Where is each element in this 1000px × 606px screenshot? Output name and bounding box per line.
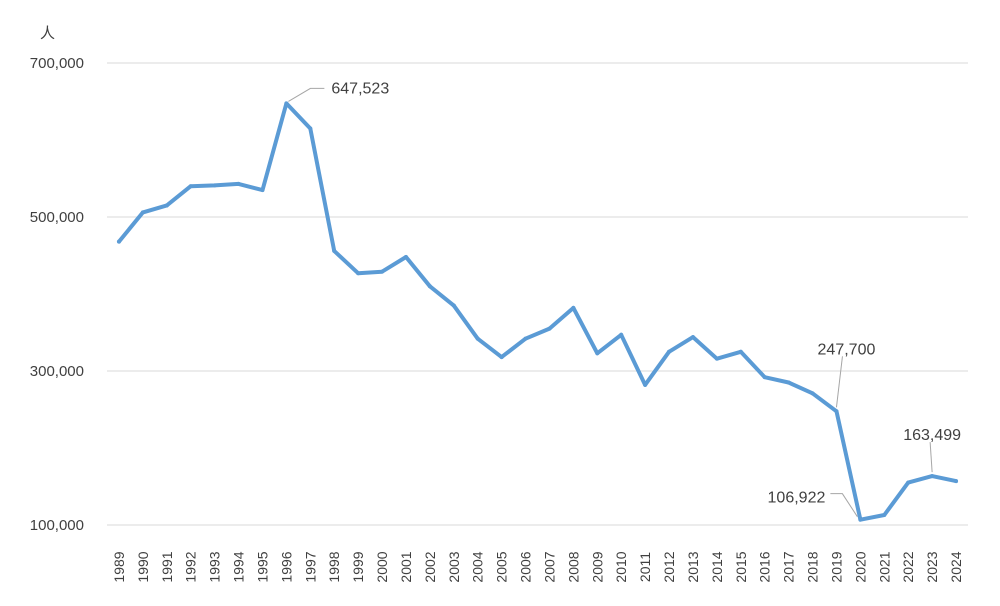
data-point: [332, 248, 337, 253]
x-tick-label: 2018: [805, 551, 821, 582]
data-point: [308, 126, 313, 131]
y-tick-label: 300,000: [30, 363, 84, 380]
data-point: [762, 375, 767, 380]
x-tick-label: 2011: [637, 552, 653, 582]
data-point: [643, 382, 648, 387]
x-tick-label: 1992: [183, 551, 199, 582]
data-point: [188, 184, 193, 189]
y-tick-label: 700,000: [30, 55, 84, 72]
data-point: [403, 255, 408, 260]
x-tick-label: 2003: [446, 551, 462, 582]
data-point: [427, 284, 432, 289]
annotation-label: 106,922: [768, 490, 826, 507]
data-point: [571, 305, 576, 310]
y-axis-tick-labels: 100,000 300,000 500,000 700,000: [30, 55, 84, 534]
gridlines: [107, 62, 968, 526]
annotation-label: 647,523: [331, 80, 389, 97]
annotation-label: 247,700: [818, 341, 876, 358]
data-point: [738, 349, 743, 354]
data-point: [595, 351, 600, 356]
data-point: [547, 326, 552, 331]
data-point: [356, 271, 361, 276]
data-point: [380, 269, 385, 274]
x-tick-label: 2004: [470, 551, 486, 582]
x-tick-label: 2008: [565, 551, 581, 582]
x-tick-label: 2024: [948, 551, 964, 582]
x-tick-label: 2007: [541, 551, 557, 582]
data-point: [475, 336, 480, 341]
data-point: [714, 356, 719, 361]
x-axis-tick-labels: 1989 1990 1991 1992 1993 1994 1995 1996 1997 1998…: [111, 551, 964, 582]
x-tick-label: 2012: [661, 551, 677, 582]
x-tick-label: 2001: [398, 551, 414, 582]
annotation-leader: [929, 442, 933, 473]
annotation-label: 163,499: [903, 427, 961, 444]
x-tick-label: 2020: [852, 551, 868, 582]
x-tick-label: 2010: [613, 551, 629, 582]
x-tick-label: 2022: [900, 551, 916, 582]
x-tick-label: 2013: [685, 551, 701, 582]
x-tick-label: 2016: [757, 551, 773, 582]
x-tick-label: 1998: [326, 551, 342, 582]
x-tick-label: 1990: [135, 551, 151, 582]
data-point: [116, 239, 121, 244]
annotations: 647,523 247,700 106,922 163,499: [288, 80, 961, 517]
x-tick-label: 2000: [374, 551, 390, 582]
x-tick-label: 2005: [494, 551, 510, 582]
x-tick-label: 2015: [733, 551, 749, 582]
y-unit-label: 人: [40, 24, 55, 42]
y-tick-label: 500,000: [30, 209, 84, 226]
series: [116, 101, 959, 522]
data-point: [667, 349, 672, 354]
data-point: [930, 474, 935, 479]
data-point: [786, 380, 791, 385]
data-point: [284, 101, 289, 106]
data-point: [523, 336, 528, 341]
x-tick-label: 2017: [781, 551, 797, 582]
x-tick-label: 1999: [350, 551, 366, 582]
x-tick-label: 2021: [876, 551, 892, 582]
annotation-leader: [835, 356, 843, 408]
x-tick-label: 1989: [111, 551, 127, 582]
annotation-leader: [288, 87, 325, 102]
data-point: [164, 203, 169, 208]
data-point: [140, 210, 145, 215]
data-point: [954, 479, 959, 484]
x-tick-label: 1996: [278, 551, 294, 582]
data-point: [619, 332, 624, 337]
data-point: [236, 181, 241, 186]
series-line: [117, 101, 958, 522]
x-tick-label: 2014: [709, 551, 725, 582]
x-tick-label: 2019: [828, 551, 844, 582]
x-tick-label: 1994: [231, 551, 247, 582]
x-tick-label: 2002: [422, 551, 438, 582]
data-point: [906, 480, 911, 485]
x-tick-label: 2023: [924, 551, 940, 582]
data-point: [260, 188, 265, 193]
x-tick-label: 1993: [207, 551, 223, 582]
x-tick-label: 1995: [254, 551, 270, 582]
data-point: [858, 517, 863, 522]
y-tick-label: 100,000: [30, 517, 84, 534]
data-point: [212, 183, 217, 188]
data-point: [690, 335, 695, 340]
x-tick-label: 2009: [589, 551, 605, 582]
data-point: [882, 512, 887, 517]
x-tick-label: 1997: [302, 551, 318, 582]
data-point: [499, 355, 504, 360]
data-point: [451, 303, 456, 308]
x-tick-label: 1991: [159, 551, 175, 582]
x-tick-label: 2006: [518, 551, 534, 582]
annotation-leader: [830, 493, 858, 517]
data-point: [810, 391, 815, 396]
data-point: [834, 409, 839, 414]
